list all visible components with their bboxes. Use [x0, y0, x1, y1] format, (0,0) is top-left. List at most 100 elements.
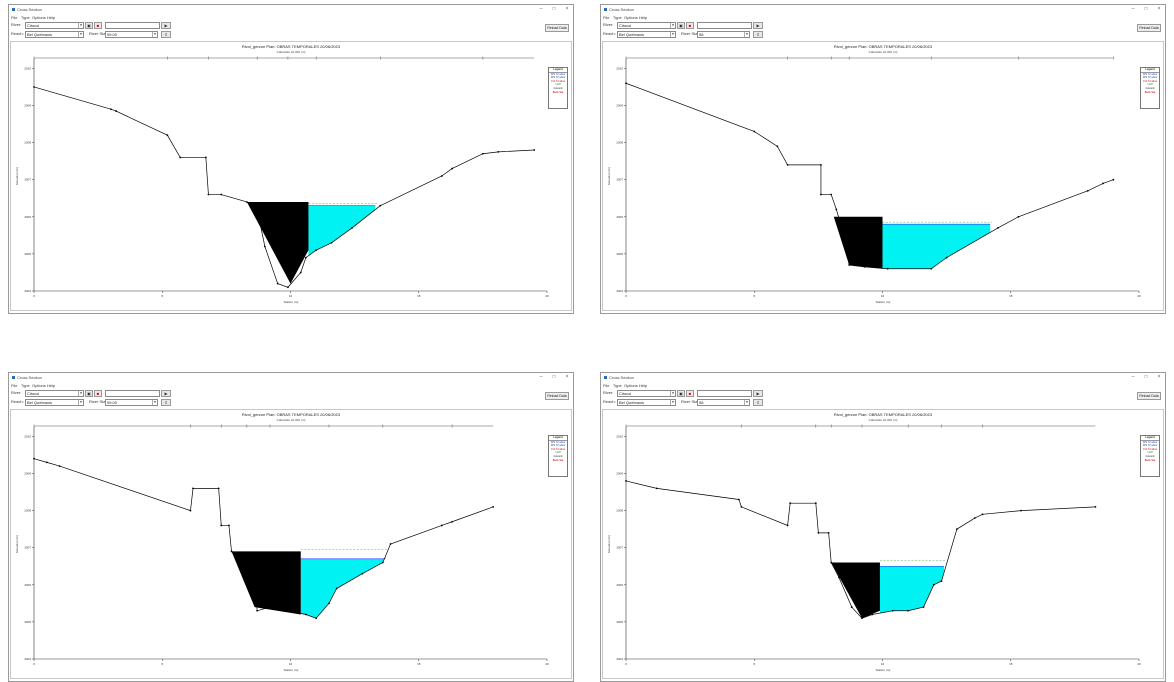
ground-point	[481, 152, 484, 155]
menu-file[interactable]: File	[11, 383, 18, 388]
chevron-down-icon[interactable]: ▼	[670, 391, 675, 396]
profile-select[interactable]	[697, 390, 752, 397]
prev-next-icon[interactable]: ⇕	[753, 399, 763, 406]
ground-point	[245, 561, 248, 564]
chevron-down-icon[interactable]: ▼	[744, 32, 749, 37]
plot-icon[interactable]: ▣	[677, 390, 685, 397]
chevron-down-icon[interactable]: ▼	[78, 391, 83, 396]
minimize-icon[interactable]: –	[1131, 6, 1135, 12]
reload-data-button[interactable]: Reload Data	[1137, 24, 1161, 32]
menu-type[interactable]: Type	[613, 15, 622, 20]
menu-type[interactable]: Type	[21, 383, 30, 388]
menu-help[interactable]: Help	[47, 15, 56, 20]
cross-section-window-2: Cross Section – □ × File Type Options He…	[600, 4, 1166, 314]
reach-select[interactable]: Bel Quebrada ▼	[617, 31, 676, 38]
menu-options[interactable]: Options	[32, 383, 46, 388]
menu-type[interactable]: Type	[21, 15, 30, 20]
minimize-icon[interactable]: –	[539, 374, 543, 380]
close-icon[interactable]: ×	[1157, 374, 1161, 380]
menu-file[interactable]: File	[603, 383, 610, 388]
y-tick-label: 2009	[616, 472, 623, 476]
prev-next-icon[interactable]: ⇕	[161, 31, 171, 38]
chevron-down-icon[interactable]: ▼	[670, 32, 675, 37]
menu-options[interactable]: Options	[624, 15, 638, 20]
menu-options[interactable]: Options	[32, 15, 46, 20]
prev-next-icon[interactable]: ⇕	[753, 31, 763, 38]
app-icon	[604, 376, 607, 379]
animate-icon[interactable]: ▶	[161, 390, 171, 397]
y-tick-label: 2007	[616, 178, 623, 182]
maximize-icon[interactable]: □	[1144, 374, 1148, 380]
ground-point	[315, 617, 318, 620]
river-select[interactable]: Citucol ▼	[617, 390, 676, 397]
minimize-icon[interactable]: –	[539, 6, 543, 12]
river-sta-select[interactable]: 98 ▼	[697, 31, 750, 38]
river-select[interactable]: Citucol ▼	[25, 390, 84, 397]
prev-next-icon[interactable]: ⇕	[161, 399, 171, 406]
river-sta-select[interactable]: 99.00 ▼	[105, 31, 158, 38]
stop-icon[interactable]: ■	[686, 390, 694, 397]
chevron-down-icon[interactable]: ▼	[744, 400, 749, 405]
reload-data-button[interactable]: Reload Data	[545, 392, 569, 400]
minimize-icon[interactable]: –	[1131, 374, 1135, 380]
menu-options[interactable]: Options	[624, 383, 638, 388]
ground-point	[389, 543, 392, 545]
legend-bank-sta: Bank Sta	[552, 458, 564, 462]
river-select[interactable]: Citucol ▼	[25, 22, 84, 29]
river-sta-select[interactable]: 99.00 ▼	[105, 399, 158, 406]
chevron-down-icon[interactable]: ▼	[152, 32, 157, 37]
menu-file[interactable]: File	[11, 15, 18, 20]
stop-icon[interactable]: ■	[686, 22, 694, 29]
stop-icon[interactable]: ■	[94, 390, 102, 397]
chevron-down-icon[interactable]: ▼	[152, 400, 157, 405]
river-label: River:	[11, 390, 22, 395]
plot-icon[interactable]: ▣	[677, 22, 685, 29]
menu-help[interactable]: Help	[639, 383, 648, 388]
close-icon[interactable]: ×	[565, 374, 569, 380]
blocked-obstruction	[246, 201, 309, 284]
menu-file[interactable]: File	[603, 15, 610, 20]
menu-help[interactable]: Help	[47, 383, 56, 388]
animate-icon[interactable]: ▶	[753, 22, 763, 29]
ground-point	[440, 175, 443, 177]
reach-select[interactable]: Bel Quebrada ▼	[25, 399, 84, 406]
chevron-down-icon[interactable]: ▼	[670, 23, 675, 28]
ground-point	[381, 561, 384, 564]
close-icon[interactable]: ×	[565, 6, 569, 12]
animate-icon[interactable]: ▶	[161, 22, 171, 29]
reach-select[interactable]: Bel Quebrada ▼	[617, 399, 676, 406]
ground-line	[33, 86, 535, 288]
animate-icon[interactable]: ▶	[753, 390, 763, 397]
x-tick-label: 15	[417, 294, 421, 298]
plot-icon[interactable]: ▣	[85, 390, 93, 397]
x-tick-label: 10	[881, 294, 885, 298]
close-icon[interactable]: ×	[1157, 6, 1161, 12]
reload-data-button[interactable]: Reload Data	[545, 24, 569, 32]
ground-point	[814, 502, 817, 505]
menu-help[interactable]: Help	[639, 15, 648, 20]
chevron-down-icon[interactable]: ▼	[78, 32, 83, 37]
maximize-icon[interactable]: □	[1144, 6, 1148, 12]
ground-point	[58, 465, 61, 467]
maximize-icon[interactable]: □	[552, 374, 556, 380]
y-tick-label: 2007	[24, 546, 31, 550]
maximize-icon[interactable]: □	[552, 6, 556, 12]
stop-icon[interactable]: ■	[94, 22, 102, 29]
river-select[interactable]: Citucol ▼	[617, 22, 676, 29]
ground-point	[304, 256, 307, 259]
plot-icon[interactable]: ▣	[85, 22, 93, 29]
reload-data-button[interactable]: Reload Data	[1137, 392, 1161, 400]
chevron-down-icon[interactable]: ▼	[78, 400, 83, 405]
chevron-down-icon[interactable]: ▼	[670, 400, 675, 405]
river-sta-select[interactable]: 98 ▼	[697, 399, 750, 406]
profile-select[interactable]	[697, 22, 752, 29]
profile-select[interactable]	[105, 22, 160, 29]
x-axis-label: Station (m)	[876, 668, 891, 672]
legend-ws-2: WS 72 años	[1142, 76, 1158, 80]
y-tick-label: 2004	[24, 657, 31, 661]
reach-select[interactable]: Bel Quebrada ▼	[25, 31, 84, 38]
chevron-down-icon[interactable]: ▼	[78, 23, 83, 28]
menu-type[interactable]: Type	[613, 383, 622, 388]
ground-point	[786, 163, 789, 166]
profile-select[interactable]	[105, 390, 160, 397]
